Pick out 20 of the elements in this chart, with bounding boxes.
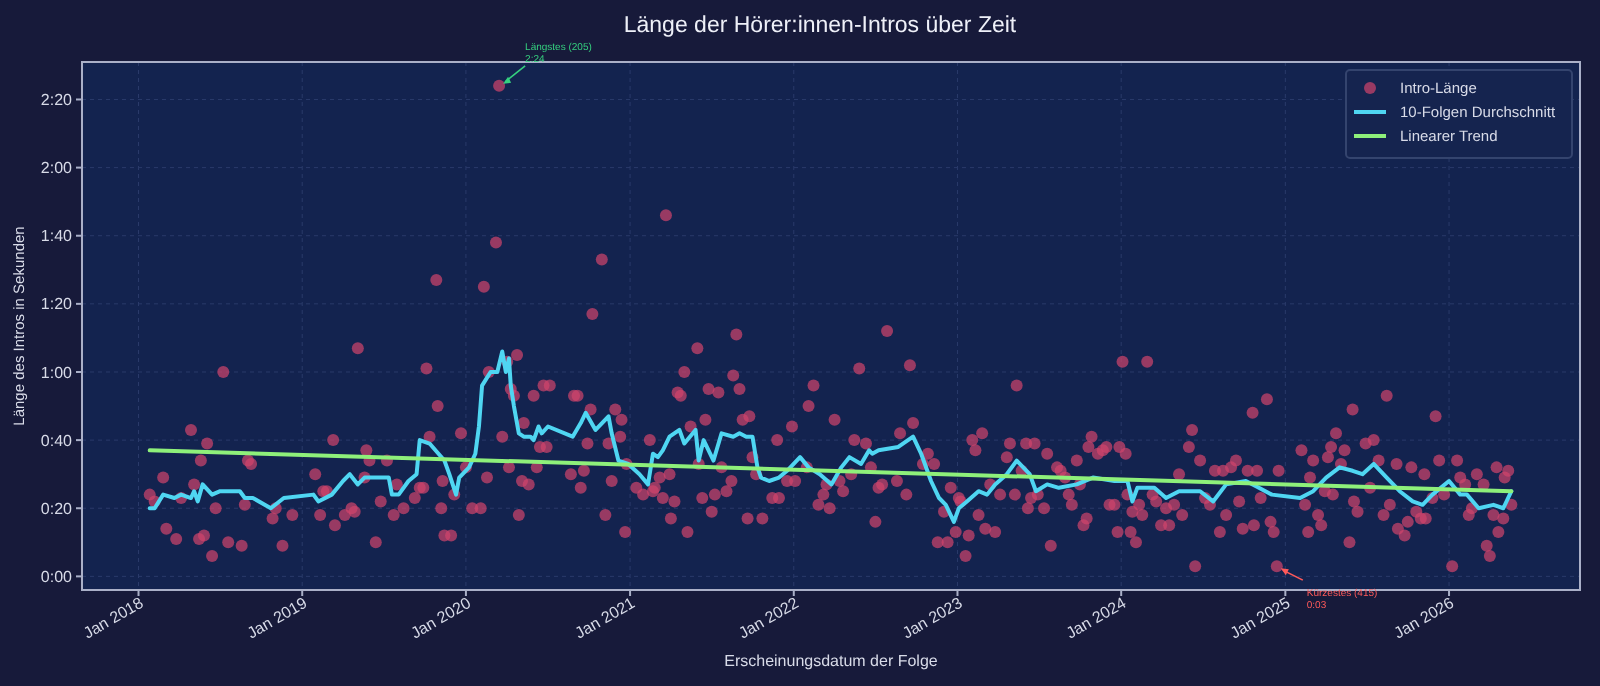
y-tick-label: 2:00 xyxy=(40,159,74,178)
x-tick-label: Jan 2022 xyxy=(735,593,803,643)
y-tick-label: 0:40 xyxy=(40,431,74,450)
y-tick-label: 0:00 xyxy=(40,567,74,586)
y-tick-label: 1:40 xyxy=(40,227,74,246)
y-tick-label: 2:20 xyxy=(40,91,74,110)
chart-title: Länge der Hörer:innen-Intros über Zeit xyxy=(623,14,1018,38)
x-tick-label: Jan 2025 xyxy=(1227,593,1295,643)
y-tick-label: 0:20 xyxy=(40,499,74,518)
x-tick-label: Jan 2023 xyxy=(899,593,967,643)
x-axis-title: Erscheinungsdatum der Folge xyxy=(724,652,939,670)
x-tick-label: Jan 2026 xyxy=(1391,593,1458,643)
line-series xyxy=(147,349,1514,524)
x-tick-label: Jan 2018 xyxy=(80,593,148,643)
y-tick-label: 1:20 xyxy=(40,295,74,314)
x-tick-label: Jan 2020 xyxy=(407,593,475,643)
x-tick-label: Jan 2019 xyxy=(244,593,312,643)
x-tick-label: Jan 2021 xyxy=(572,593,640,643)
x-tick-label: Jan 2024 xyxy=(1063,593,1131,643)
y-tick-label: 1:00 xyxy=(40,363,74,382)
